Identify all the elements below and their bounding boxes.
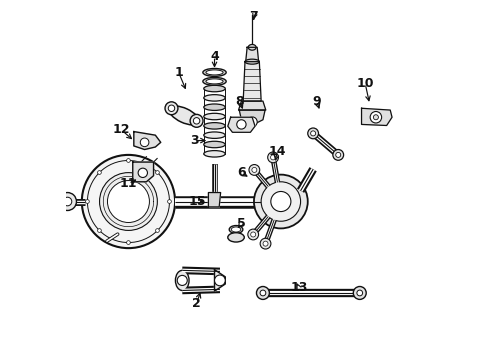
Text: 11: 11 bbox=[120, 177, 137, 190]
Ellipse shape bbox=[229, 226, 243, 233]
Circle shape bbox=[333, 149, 343, 160]
Circle shape bbox=[140, 138, 149, 147]
Circle shape bbox=[260, 238, 271, 249]
Ellipse shape bbox=[203, 77, 226, 85]
Ellipse shape bbox=[204, 104, 225, 111]
Circle shape bbox=[86, 200, 89, 203]
Text: 6: 6 bbox=[237, 166, 245, 179]
Circle shape bbox=[263, 241, 268, 246]
Circle shape bbox=[99, 172, 157, 230]
Circle shape bbox=[252, 167, 257, 172]
Circle shape bbox=[98, 229, 101, 233]
Polygon shape bbox=[208, 193, 220, 207]
Circle shape bbox=[107, 180, 149, 222]
Ellipse shape bbox=[204, 132, 225, 138]
Text: 15: 15 bbox=[189, 195, 206, 208]
Ellipse shape bbox=[231, 227, 241, 232]
Text: 1: 1 bbox=[174, 66, 183, 79]
Circle shape bbox=[168, 105, 175, 112]
Circle shape bbox=[247, 117, 257, 127]
Ellipse shape bbox=[228, 233, 245, 242]
Ellipse shape bbox=[204, 150, 225, 157]
Circle shape bbox=[126, 241, 130, 244]
Circle shape bbox=[194, 118, 200, 124]
Ellipse shape bbox=[169, 106, 199, 125]
Ellipse shape bbox=[204, 123, 225, 129]
Circle shape bbox=[237, 120, 246, 129]
Polygon shape bbox=[239, 101, 266, 110]
Text: 12: 12 bbox=[113, 123, 130, 136]
Polygon shape bbox=[215, 270, 225, 291]
Circle shape bbox=[138, 168, 147, 177]
Ellipse shape bbox=[245, 59, 259, 64]
Text: 2: 2 bbox=[192, 297, 201, 310]
Text: 5: 5 bbox=[237, 216, 246, 230]
Polygon shape bbox=[228, 117, 255, 132]
Circle shape bbox=[311, 131, 316, 136]
Text: 7: 7 bbox=[249, 10, 258, 23]
Ellipse shape bbox=[206, 79, 223, 84]
Text: 3: 3 bbox=[191, 134, 199, 147]
Circle shape bbox=[336, 152, 341, 157]
Circle shape bbox=[357, 290, 363, 296]
Circle shape bbox=[270, 155, 275, 160]
Circle shape bbox=[156, 229, 159, 233]
Circle shape bbox=[254, 175, 308, 228]
Circle shape bbox=[215, 275, 225, 286]
Ellipse shape bbox=[175, 270, 189, 291]
Circle shape bbox=[308, 128, 319, 139]
Circle shape bbox=[353, 287, 366, 300]
Ellipse shape bbox=[248, 44, 256, 50]
Text: 8: 8 bbox=[235, 95, 244, 108]
Text: 14: 14 bbox=[269, 145, 286, 158]
Circle shape bbox=[249, 165, 260, 175]
Circle shape bbox=[370, 112, 382, 123]
Circle shape bbox=[177, 275, 187, 285]
Circle shape bbox=[261, 182, 300, 221]
Polygon shape bbox=[245, 47, 259, 62]
Ellipse shape bbox=[204, 85, 225, 92]
Circle shape bbox=[126, 159, 130, 162]
Polygon shape bbox=[133, 162, 153, 182]
Circle shape bbox=[156, 171, 159, 174]
Circle shape bbox=[271, 192, 291, 212]
Circle shape bbox=[373, 115, 378, 120]
Circle shape bbox=[58, 193, 76, 211]
Polygon shape bbox=[134, 132, 161, 149]
Circle shape bbox=[82, 155, 175, 248]
Ellipse shape bbox=[204, 113, 225, 120]
Circle shape bbox=[248, 229, 259, 240]
Ellipse shape bbox=[204, 141, 225, 148]
Polygon shape bbox=[239, 110, 265, 123]
Circle shape bbox=[268, 152, 278, 163]
Text: 10: 10 bbox=[356, 77, 374, 90]
Circle shape bbox=[251, 232, 256, 237]
Ellipse shape bbox=[206, 70, 223, 75]
Circle shape bbox=[260, 290, 266, 296]
Polygon shape bbox=[243, 62, 261, 101]
Ellipse shape bbox=[204, 95, 225, 101]
Circle shape bbox=[168, 200, 172, 203]
Circle shape bbox=[63, 197, 72, 206]
Polygon shape bbox=[362, 108, 392, 126]
Ellipse shape bbox=[203, 68, 226, 76]
Text: 13: 13 bbox=[290, 281, 308, 294]
Circle shape bbox=[165, 102, 178, 115]
Circle shape bbox=[98, 171, 101, 174]
Circle shape bbox=[190, 114, 203, 127]
Text: 9: 9 bbox=[313, 95, 321, 108]
Text: 4: 4 bbox=[210, 50, 219, 63]
Circle shape bbox=[256, 287, 270, 300]
